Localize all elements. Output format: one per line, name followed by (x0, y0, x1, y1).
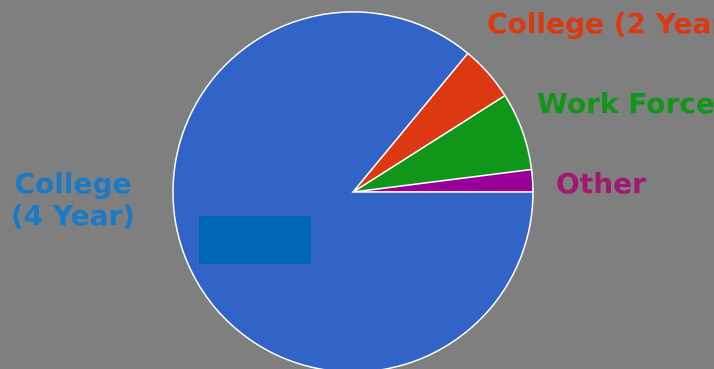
label-college-4-year-line2: (4 Year) (10, 199, 136, 232)
pie-slice-college-4-year (172, 11, 534, 369)
redaction-box (199, 216, 311, 264)
label-college-4-year: College (4 Year) (10, 168, 136, 232)
label-other: Other (556, 167, 646, 200)
label-college-2-year: College (2 Year) (487, 7, 714, 40)
label-college-4-year-line1: College (14, 167, 132, 200)
label-work-force: Work Force (537, 87, 714, 120)
